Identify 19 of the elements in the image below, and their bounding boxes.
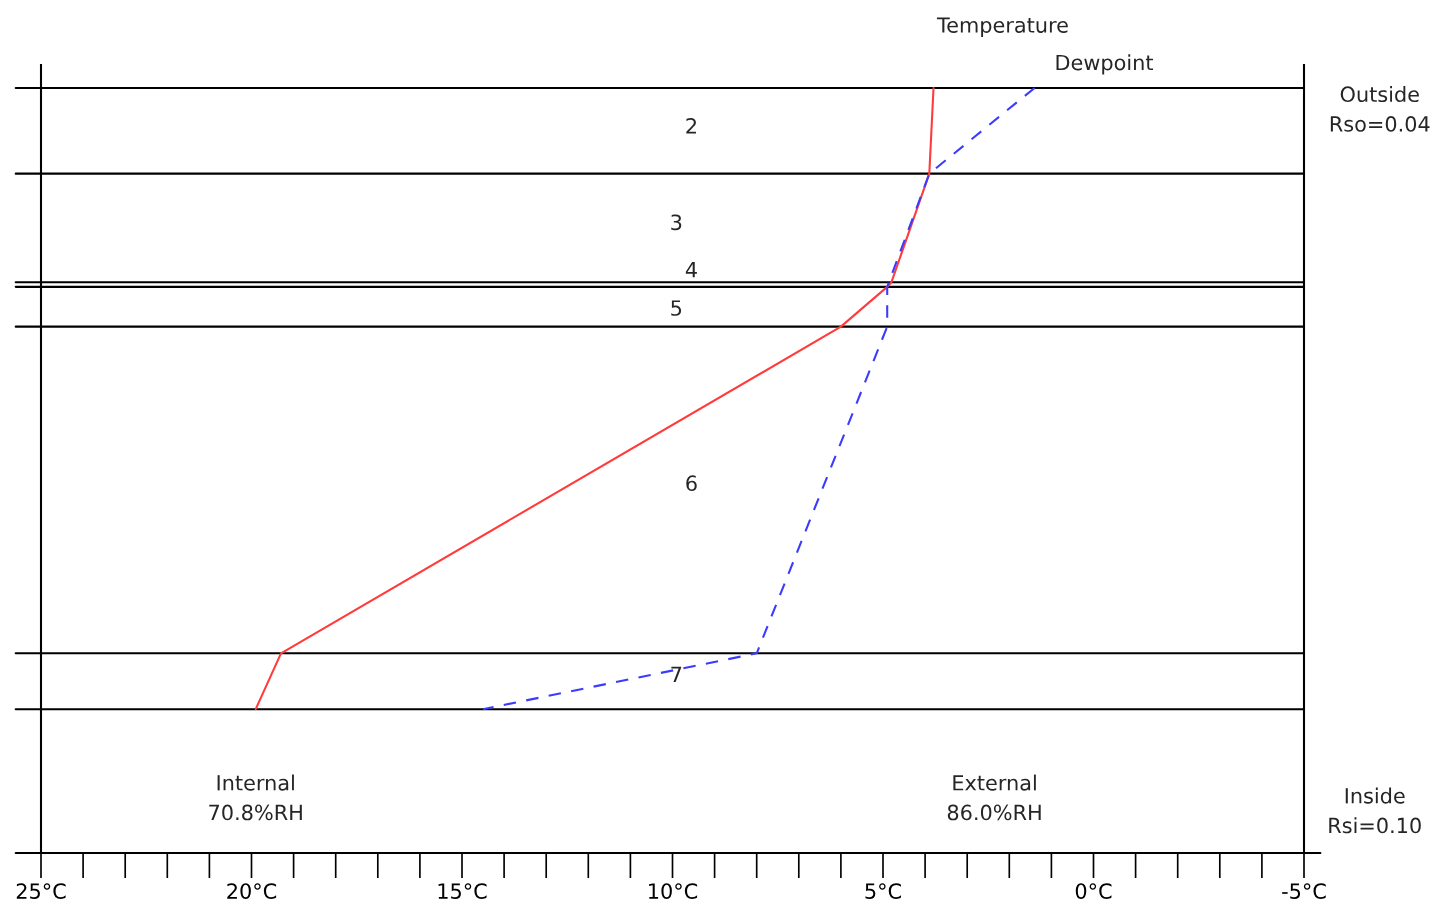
annotation: Internal 70.8%RH — [209, 774, 302, 821]
annotation: External 86.0%RH — [947, 774, 1041, 821]
text: Temperature — [936, 17, 1068, 37]
annotation: 2 — [686, 118, 696, 134]
annotation: 7 — [671, 666, 682, 683]
annotation: 5 — [671, 300, 682, 316]
x-tick-label: 15°C — [438, 883, 487, 899]
annotation: 4 — [685, 262, 697, 278]
text: Outside Rso=0.04 — [1330, 85, 1430, 132]
x-tick-label: 0°C — [1075, 883, 1112, 899]
x-tick-label: 10°C — [649, 883, 698, 899]
text: Inside Rsi=0.10 — [1329, 787, 1421, 834]
x-tick-label: 20°C — [227, 883, 277, 899]
annotation: 3 — [671, 214, 682, 231]
series-label: Dewpoint — [1056, 54, 1154, 75]
annotation: 6 — [686, 475, 697, 492]
x-tick-label: -5°C — [1282, 883, 1326, 899]
x-tick-label: 25°C — [16, 883, 66, 899]
x-tick-label: 5°C — [865, 883, 901, 899]
